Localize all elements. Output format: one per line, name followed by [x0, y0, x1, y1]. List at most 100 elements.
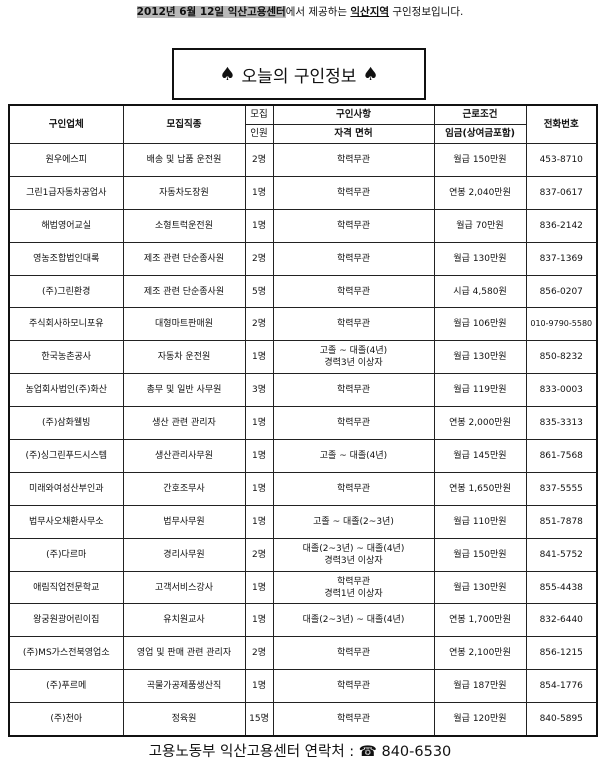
- cell-count: 1명: [244, 175, 274, 210]
- cell-count: 1명: [244, 208, 274, 243]
- header-job: 모집직종: [122, 104, 246, 144]
- cell-phone: 010-9790-5580: [525, 307, 598, 342]
- cell-count: 2명: [244, 537, 274, 572]
- table-row: (주)MS가스전북영업소 영업 및 판매 관련 관리자 2명 학력무관 연봉 2,100…: [8, 636, 598, 671]
- table-row: 원우에스피 배송 및 납품 운전원 2명 학력무관 월급 150만원 453-8710: [8, 143, 598, 177]
- cell-wage: 연봉 1,700만원: [433, 603, 527, 638]
- cell-wage: 월급 70만원: [433, 208, 527, 243]
- footer-contact: 고용노동부 익산고용센터 연락처 : ☎ 840-6530: [0, 740, 600, 761]
- table-row: 농업회사법인(주)화산 총무 및 일반 사무원 3명 학력무관 월급 119만원 833-…: [8, 373, 598, 408]
- cell-job: 배송 및 납품 운전원: [122, 143, 246, 177]
- table-row: 주식회사하모니포유 대형마트판매원 2명 학력무관 월급 106만원 010-9790-5…: [8, 307, 598, 342]
- cell-company: (주)푸르메: [8, 669, 124, 704]
- table-row: (주)그린환경 제조 관련 단순종사원 5명 학력무관 시급 4,580원 856-020…: [8, 274, 598, 309]
- notice-line: 2012년 6월 12일 익산고용센터에서 제공하는 익산지역 구인정보입니다.: [0, 4, 600, 19]
- phone-icon: ☎: [358, 744, 377, 760]
- cell-wage: 월급 150만원: [433, 143, 527, 177]
- cell-phone: 851-7878: [525, 504, 598, 539]
- cell-req: 학력무관: [272, 274, 435, 309]
- cell-count: 2명: [244, 636, 274, 671]
- header-count-bottom: 인원: [244, 124, 274, 144]
- cell-count: 2명: [244, 241, 274, 276]
- cell-count: 1명: [244, 603, 274, 638]
- cell-req: 학력무관: [272, 669, 435, 704]
- cell-company: 농업회사법인(주)화산: [8, 373, 124, 408]
- cell-count: 2명: [244, 143, 274, 177]
- cell-phone: 855-4438: [525, 570, 598, 605]
- table-row: (주)푸르메 곡물가공제품생산직 1명 학력무관 월급 187만원 854-1776: [8, 669, 598, 704]
- cell-req: 학력무관: [272, 636, 435, 671]
- cell-job: 제조 관련 단순종사원: [122, 241, 246, 276]
- cell-job: 생산 관련 관리자: [122, 406, 246, 441]
- header-req-bottom: 자격 면허: [272, 124, 435, 144]
- cell-company: (주)싱그린푸드시스템: [8, 439, 124, 473]
- cell-req: 대졸(2~3년) ~ 대졸(4년) 경력3년 이상자: [272, 537, 435, 572]
- header-req-top: 구인사항: [272, 104, 435, 125]
- cell-company: (주)천아: [8, 702, 124, 737]
- table-row: 법무사오채환사무소 법무사무원 1명 고졸 ~ 대졸(2~3년) 월급 110만원 851…: [8, 504, 598, 539]
- table-row: (주)다르마 경리사무원 2명 대졸(2~3년) ~ 대졸(4년) 경력3년 이상자 월…: [8, 537, 598, 572]
- footer-text: 고용노동부 익산고용센터 연락처 :: [148, 744, 355, 760]
- cell-count: 1명: [244, 504, 274, 539]
- cell-req: 학력무관: [272, 406, 435, 441]
- cell-wage: 연봉 2,040만원: [433, 175, 527, 210]
- cell-wage: 월급 120만원: [433, 702, 527, 737]
- cell-company: 주식회사하모니포유: [8, 307, 124, 342]
- cell-job: 생산관리사무원: [122, 439, 246, 473]
- header-phone: 전화번호: [525, 104, 598, 144]
- cell-req: 학력무관: [272, 241, 435, 276]
- page-title-box: ♠ 오늘의 구인정보 ♠: [172, 48, 426, 100]
- cell-job: 영업 및 판매 관련 관리자: [122, 636, 246, 671]
- cell-company: 영농조합법인대록: [8, 241, 124, 276]
- table-row: (주)삼화웰빙 생산 관련 관리자 1명 학력무관 연봉 2,000만원 835-3313: [8, 406, 598, 441]
- cell-phone: 861-7568: [525, 439, 598, 473]
- cell-company: (주)삼화웰빙: [8, 406, 124, 441]
- cell-phone: 856-1215: [525, 636, 598, 671]
- cell-phone: 840-5895: [525, 702, 598, 737]
- table-row: 애림직업전문학교 고객서비스강사 1명 학력무관 경력1년 이상자 월급 130만원 85…: [8, 570, 598, 605]
- cell-wage: 월급 187만원: [433, 669, 527, 704]
- cell-phone: 837-1369: [525, 241, 598, 276]
- cell-company: (주)그린환경: [8, 274, 124, 309]
- notice-region: 익산지역: [350, 6, 390, 18]
- header-count-top: 모집: [244, 104, 274, 125]
- cell-req: 고졸 ~ 대졸(2~3년): [272, 504, 435, 539]
- cell-wage: 월급 130만원: [433, 570, 527, 605]
- cell-req: 학력무관: [272, 143, 435, 177]
- cell-count: 3명: [244, 373, 274, 408]
- cell-wage: 연봉 2,100만원: [433, 636, 527, 671]
- cell-req: 고졸 ~ 대졸(4년): [272, 439, 435, 473]
- cell-company: 해법영어교실: [8, 208, 124, 243]
- header-cond-top: 근로조건: [433, 104, 527, 125]
- cell-job: 유치원교사: [122, 603, 246, 638]
- cell-count: 1명: [244, 406, 274, 441]
- cell-wage: 연봉 1,650만원: [433, 471, 527, 506]
- cell-req: 학력무관: [272, 175, 435, 210]
- cell-company: 원우에스피: [8, 143, 124, 177]
- table-row: (주)싱그린푸드시스템 생산관리사무원 1명 고졸 ~ 대졸(4년) 월급 145만원 8…: [8, 439, 598, 473]
- cell-req: 학력무관: [272, 208, 435, 243]
- cell-wage: 연봉 2,000만원: [433, 406, 527, 441]
- table-row: (주)천아 정육원 15명 학력무관 월급 120만원 840-5895: [8, 702, 598, 737]
- cell-req: 고졸 ~ 대졸(4년) 경력3년 이상자: [272, 340, 435, 375]
- notice-tail: 구인정보입니다.: [392, 6, 464, 18]
- cell-count: 1명: [244, 669, 274, 704]
- cell-company: 왕궁원광어린이집: [8, 603, 124, 638]
- cell-req: 학력무관: [272, 702, 435, 737]
- table-body: 원우에스피 배송 및 납품 운전원 2명 학력무관 월급 150만원 453-8710 그린…: [8, 143, 598, 737]
- cell-phone: 837-5555: [525, 471, 598, 506]
- cell-count: 1명: [244, 340, 274, 375]
- cell-phone: 850-8232: [525, 340, 598, 375]
- cell-job: 고객서비스강사: [122, 570, 246, 605]
- cell-phone: 835-3313: [525, 406, 598, 441]
- cell-job: 법무사무원: [122, 504, 246, 539]
- table-row: 그린1급자동차공업사 자동차도장원 1명 학력무관 연봉 2,040만원 837-0617: [8, 175, 598, 210]
- cell-job: 대형마트판매원: [122, 307, 246, 342]
- table-row: 한국농촌공사 자동차 운전원 1명 고졸 ~ 대졸(4년) 경력3년 이상자 월급 13…: [8, 340, 598, 375]
- cell-wage: 월급 150만원: [433, 537, 527, 572]
- cell-phone: 841-5752: [525, 537, 598, 572]
- notice-date-center: 2012년 6월 12일 익산고용센터: [136, 6, 286, 18]
- cell-job: 곡물가공제품생산직: [122, 669, 246, 704]
- cell-count: 1명: [244, 439, 274, 473]
- cell-phone: 832-6440: [525, 603, 598, 638]
